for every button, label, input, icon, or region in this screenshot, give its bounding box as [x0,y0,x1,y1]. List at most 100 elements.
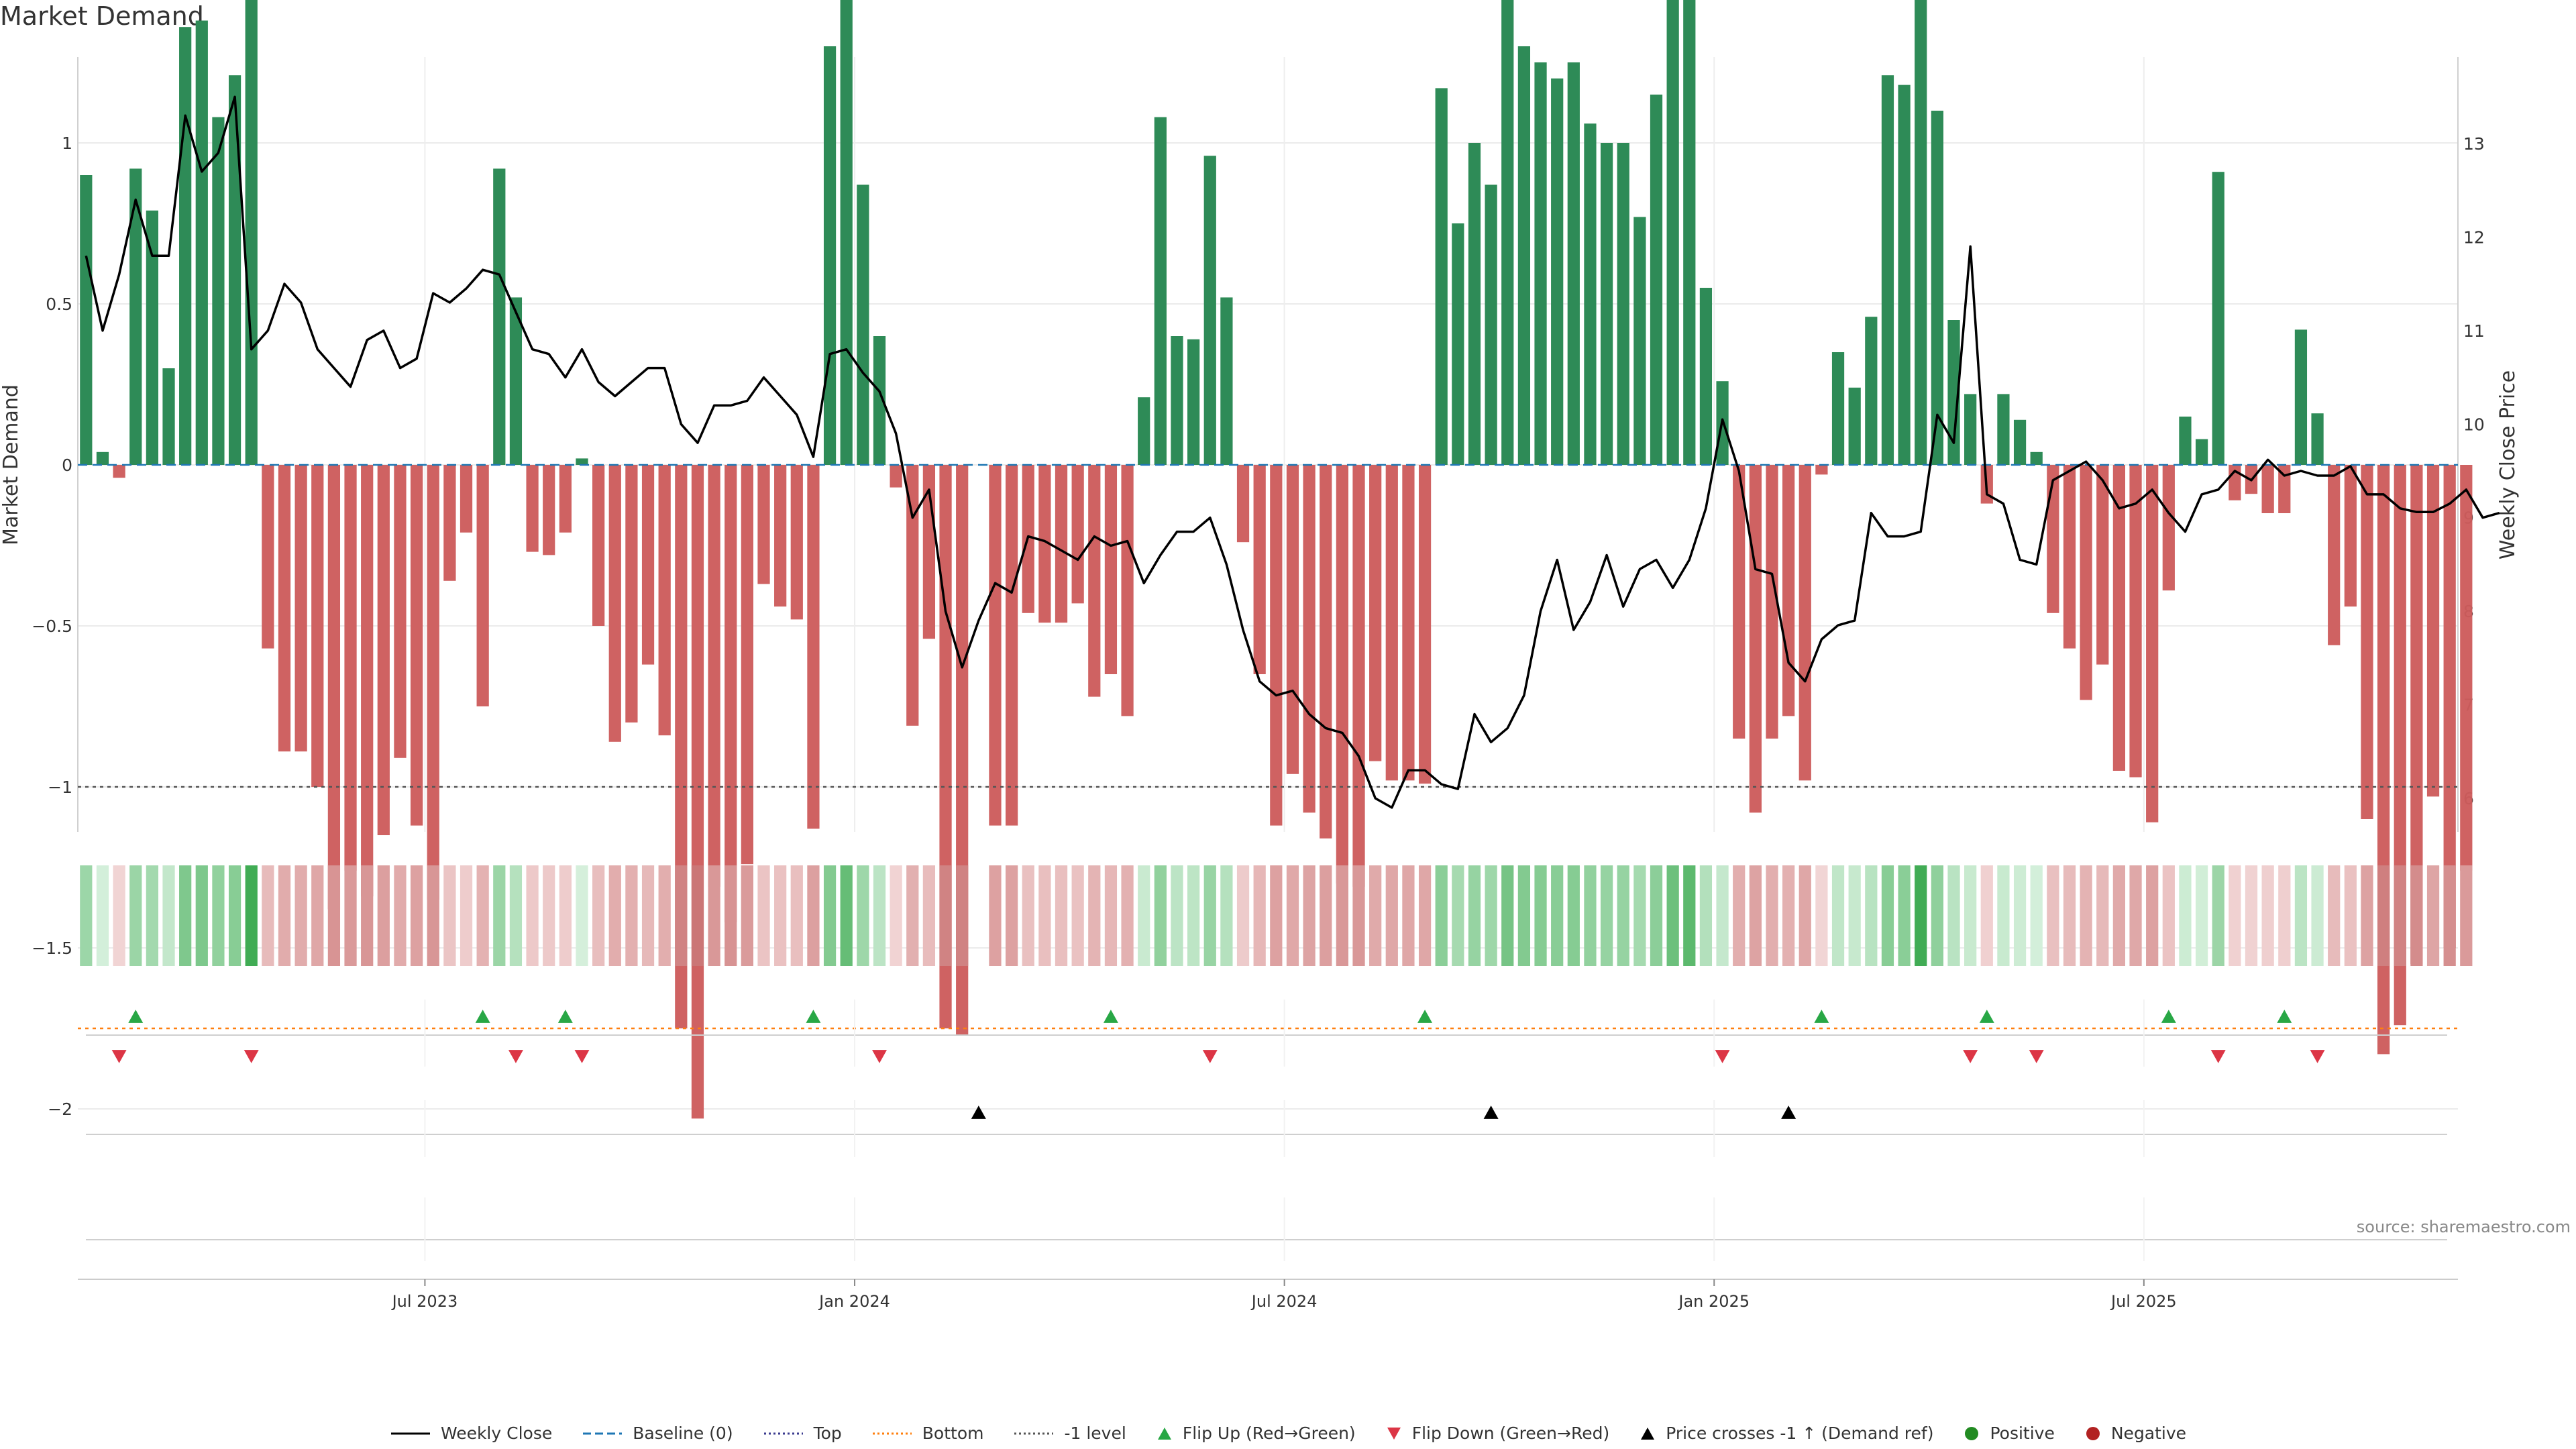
heat-cell [757,865,770,966]
demand-bar [460,465,473,533]
demand-bar [1915,0,1927,465]
heat-cell [2311,865,2324,966]
heat-cell [691,865,704,966]
demand-bar [1303,465,1316,813]
flip-down-marker [111,1050,127,1063]
demand-bar [1187,339,1200,465]
heat-cell [906,865,919,966]
demand-bar [1154,117,1167,466]
heat-cell [576,865,588,966]
demand-bar [1947,320,1960,465]
demand-bar [1138,397,1150,465]
flip-up-marker [1814,1010,1829,1023]
demand-bar [1055,465,1068,623]
heat-cell [1964,865,1977,966]
demand-bar [823,46,837,465]
weekly-close-line [85,95,2500,809]
heat-cell [245,865,258,966]
demand-bar [1452,223,1464,465]
heat-cell [1055,865,1068,966]
heat-cell [1766,865,1778,966]
legend-swatch-icon [872,1432,912,1434]
demand-bar [96,451,109,465]
demand-bar [857,184,869,465]
heat-cell [1253,865,1266,966]
y-tick-label: 0 [62,455,72,475]
demand-bar [2112,465,2126,771]
demand-bar [1567,62,1580,465]
heat-cell [1683,865,1696,966]
demand-bar [1749,465,1762,813]
heat-cell [2162,865,2175,966]
legend-swatch-icon [1157,1427,1171,1440]
demand-bar [592,465,605,626]
flip-down-marker [1715,1050,1730,1063]
demand-bar [410,465,423,826]
demand-bar [1088,465,1101,697]
demand-bar [691,465,704,1119]
demand-bar [1699,288,1713,465]
demand-bar [989,465,1002,826]
demand-bar [361,465,374,897]
demand-bar [1071,465,1084,604]
y-axis-label: Market Demand [0,384,23,545]
demand-bar [2179,417,2192,465]
flip-up-marker [1979,1010,1994,1023]
demand-bar [1104,465,1118,674]
demand-bar [1418,465,1432,784]
demand-bar [1005,465,1018,826]
heat-cell [2377,865,2390,966]
heat-cell [2096,865,2109,966]
heat-cell [443,865,456,966]
demand-bar [1369,465,1382,761]
demand-bar [2013,419,2027,465]
heat-cell [96,865,109,966]
heat-cell [708,865,720,966]
heat-cell [1138,865,1150,966]
heat-cell [922,865,936,966]
heat-cell [179,865,192,966]
heat-cell [427,865,439,966]
demand-bar [1485,184,1497,465]
heat-cell [80,865,93,966]
demand-bar [1633,217,1646,465]
chart-title: Market Demand [0,1,204,31]
y2-tick-label: 11 [2463,321,2485,341]
heat-cell [774,865,787,966]
heat-cell [2443,865,2456,966]
heat-cell [2179,865,2192,966]
heat-cell [1303,865,1316,966]
legend-item: Price crosses -1 ↑ (Demand ref) [1639,1424,1933,1443]
demand-bar [262,465,274,649]
demand-bar [2261,465,2274,513]
demand-bar [509,297,523,465]
heat-cell [2229,865,2241,966]
demand-bar [2344,465,2357,607]
heat-cell [790,865,803,966]
legend-item: -1 level [1013,1424,1126,1443]
heat-cell [2195,865,2208,966]
demand-bar [2460,465,2473,871]
source-credit: source: sharemaestro.com [2356,1218,2571,1236]
demand-bar [526,465,539,552]
flip-down-marker [2029,1050,2044,1063]
demand-bar [1435,88,1448,465]
demand-bar [2063,465,2076,649]
heat-cell [724,865,737,966]
heat-cell [2460,865,2473,966]
heat-cell [228,865,241,966]
legend-swatch-icon [1965,1426,1979,1440]
demand-bar [1848,387,1861,465]
heat-cell [1931,865,1943,966]
legend-label: Price crosses -1 ↑ (Demand ref) [1666,1424,1934,1443]
demand-bar [576,458,588,465]
y-tick-label: −1 [48,777,72,797]
heat-cell [2278,865,2291,966]
heat-cell [823,865,837,966]
heat-cell [2129,865,2142,966]
heat-cell [1270,865,1283,966]
y2-tick-label: 13 [2463,134,2485,154]
heat-cell [476,865,489,966]
heat-cell [129,865,142,966]
x-tick-label: Jan 2024 [818,1292,890,1311]
